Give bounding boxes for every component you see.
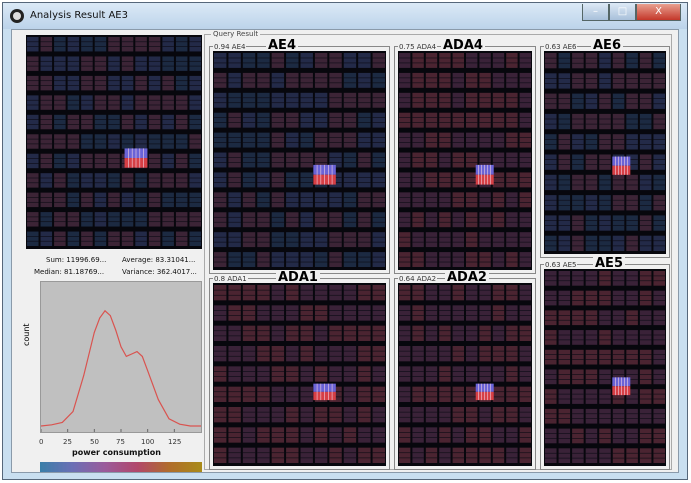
result-heatmap [213, 51, 386, 270]
query-result-label: Query Result [211, 30, 261, 38]
result-score: 0.75 ADA4 [398, 43, 438, 51]
stat-average: Average: 83.31041... [122, 256, 196, 264]
result-tile[interactable]: 0.8 ADA1 ADA1 [209, 270, 390, 470]
result-score: 0.63 AE5 [544, 261, 578, 269]
density-chart [40, 281, 202, 433]
density-point [168, 418, 170, 420]
chart-ylabel: count [22, 323, 31, 346]
result-heatmap [544, 269, 666, 466]
close-button[interactable]: X [636, 4, 681, 21]
density-point [179, 423, 181, 425]
result-name: ADA4 [441, 38, 485, 53]
result-heatmap [213, 283, 386, 466]
result-name: AE6 [591, 38, 623, 53]
density-point [120, 346, 122, 348]
result-heatmap [544, 51, 666, 254]
result-tile[interactable]: 0.63 AE6 AE6 [540, 38, 670, 258]
density-point [147, 370, 149, 372]
density-point [115, 329, 117, 331]
density-point [157, 399, 159, 400]
result-heatmap [398, 51, 532, 270]
app-icon [10, 9, 24, 23]
density-line [41, 309, 201, 427]
density-point [61, 422, 63, 423]
query-heatmap[interactable] [26, 35, 202, 249]
chart-xtick: 25 [63, 438, 72, 446]
chart-xlabel: power consumption [72, 448, 161, 457]
result-name: AE4 [266, 38, 298, 53]
density-point [189, 425, 191, 427]
density-point [109, 315, 111, 316]
density-point [104, 310, 106, 312]
result-score: 0.63 AE6 [544, 43, 578, 51]
density-point [141, 356, 143, 357]
chart-xtick: 125 [168, 438, 182, 446]
result-name: AE5 [593, 256, 625, 271]
result-score: 0.64 ADA2 [398, 275, 438, 283]
result-score: 0.8 ADA1 [213, 275, 248, 283]
density-point [83, 375, 85, 376]
result-heatmap [398, 283, 532, 466]
density-point [99, 317, 101, 319]
density-point [125, 356, 127, 357]
density-point [51, 424, 53, 426]
stat-sum: Sum: 11996.69... [46, 256, 107, 264]
result-tile[interactable]: 0.64 ADA2 ADA2 [394, 270, 536, 470]
stat-median: Median: 81.18769... [34, 268, 105, 276]
chart-xtick: 50 [90, 438, 99, 446]
result-score: 0.94 AE4 [213, 43, 247, 51]
chart-xtick: 75 [116, 438, 125, 446]
result-tile[interactable]: 0.94 AE4 AE4 [209, 38, 390, 274]
result-tile[interactable]: 0.63 AE5 AE5 [540, 256, 670, 470]
stat-variance: Variance: 362.4017... [122, 268, 197, 276]
title-bar[interactable]: Analysis Result AE3 – □ X [3, 3, 687, 29]
chart-xtick: 100 [141, 438, 155, 446]
stats-panel: Sum: 11996.69... Average: 83.31041... Me… [26, 254, 202, 280]
density-point [136, 351, 138, 352]
result-name: ADA2 [445, 270, 489, 285]
color-scale-bar [40, 462, 202, 472]
chart-xtick: 0 [39, 438, 44, 446]
density-point [72, 411, 74, 412]
client-area: Sum: 11996.69... Average: 83.31041... Me… [11, 29, 679, 473]
density-point [131, 353, 133, 355]
maximize-button[interactable]: □ [609, 4, 636, 21]
window-controls: – □ X [582, 4, 681, 21]
result-tile[interactable]: 0.75 ADA4 ADA4 [394, 38, 536, 274]
window-title: Analysis Result AE3 [30, 10, 128, 21]
minimize-button[interactable]: – [582, 4, 609, 21]
density-point [93, 332, 95, 333]
result-name: ADA1 [276, 270, 320, 285]
